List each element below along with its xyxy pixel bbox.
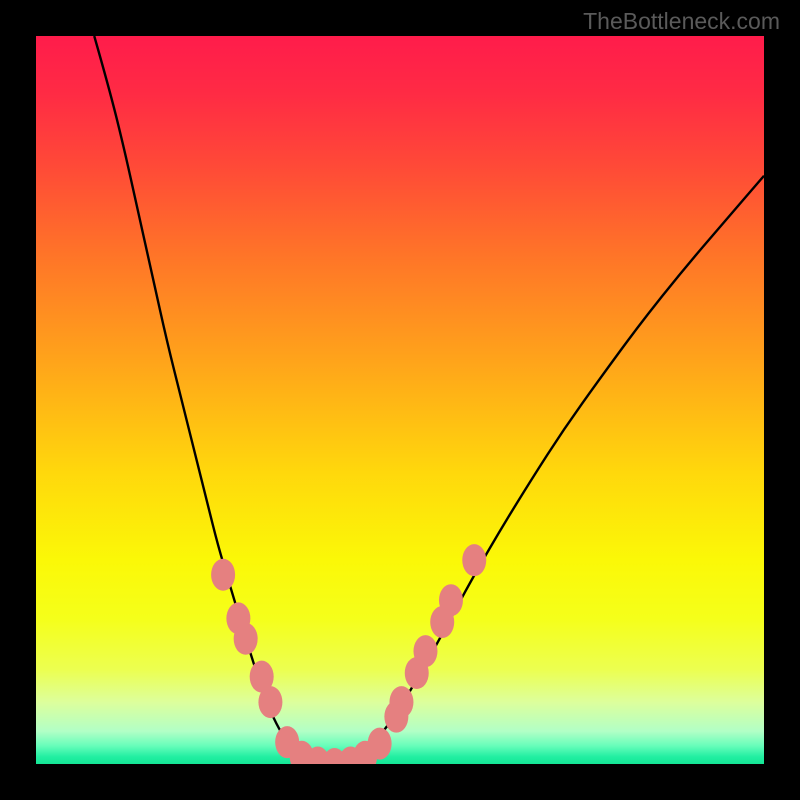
curve-marker bbox=[413, 635, 437, 667]
curve-marker bbox=[258, 686, 282, 718]
curve-marker bbox=[211, 559, 235, 591]
curve-marker bbox=[368, 728, 392, 760]
curve-marker bbox=[389, 686, 413, 718]
plot-area bbox=[36, 36, 764, 764]
markers-group bbox=[211, 544, 486, 764]
curve-marker bbox=[439, 584, 463, 616]
curve-layer bbox=[36, 36, 764, 764]
curve-marker bbox=[462, 544, 486, 576]
watermark-text: TheBottleneck.com bbox=[583, 8, 780, 35]
curve-marker bbox=[234, 623, 258, 655]
